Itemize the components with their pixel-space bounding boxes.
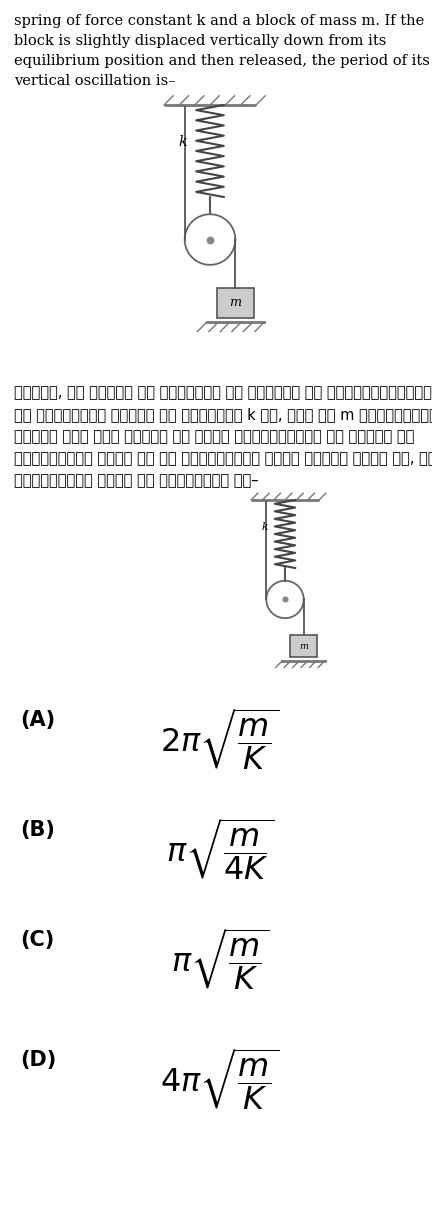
Text: (C): (C) xyxy=(20,930,54,950)
Text: $2\pi\sqrt{\dfrac{m}{K}}$: $2\pi\sqrt{\dfrac{m}{K}}$ xyxy=(160,707,280,773)
Text: $4\pi\sqrt{\dfrac{m}{K}}$: $4\pi\sqrt{\dfrac{m}{K}}$ xyxy=(160,1047,280,1113)
Text: vertical oscillation is–: vertical oscillation is– xyxy=(14,74,176,88)
Text: k: k xyxy=(261,523,268,532)
Text: चित्र, एक निकाय को दर्शाता है जिसमें एक द्रव्यमानहीन घिरनी,: चित्र, एक निकाय को दर्शाता है जिसमें एक … xyxy=(14,385,432,401)
Text: m: m xyxy=(299,641,308,651)
Text: गुटका है। यदि गुटके को इसकी साम्यवस्था से थोड़ा सा: गुटका है। यदि गुटके को इसकी साम्यवस्था स… xyxy=(14,430,414,444)
Text: spring of force constant k and a block of mass m. If the: spring of force constant k and a block o… xyxy=(14,15,424,28)
Text: $\pi\sqrt{\dfrac{m}{4K}}$: $\pi\sqrt{\dfrac{m}{4K}}$ xyxy=(165,817,274,883)
Text: ऊर्ध्वाधर दोलन का आवर्तकाल है–: ऊर्ध्वाधर दोलन का आवर्तकाल है– xyxy=(14,473,259,488)
Text: (A): (A) xyxy=(20,710,55,730)
Text: block is slightly displaced vertically down from its: block is slightly displaced vertically d… xyxy=(14,34,386,48)
Text: $\pi\sqrt{\dfrac{m}{K}}$: $\pi\sqrt{\dfrac{m}{K}}$ xyxy=(171,927,270,993)
Text: (B): (B) xyxy=(20,820,55,840)
Text: एक स्प्रिंग जिसका बल नियतांक k है, तथा एक m द्रव्यमान का: एक स्प्रिंग जिसका बल नियतांक k है, तथा ए… xyxy=(14,407,432,422)
Text: m: m xyxy=(229,296,241,310)
Text: ऊर्ध्वाधर नीचे की ओर विस्थापित करके छोड़ा जाता है, इसके: ऊर्ध्वाधर नीचे की ओर विस्थापित करके छोड़… xyxy=(14,451,432,466)
FancyBboxPatch shape xyxy=(217,288,254,318)
Text: k: k xyxy=(178,134,187,149)
Text: equilibrium position and then released, the period of its: equilibrium position and then released, … xyxy=(14,54,430,68)
FancyBboxPatch shape xyxy=(290,635,317,657)
Text: (D): (D) xyxy=(20,1050,56,1070)
